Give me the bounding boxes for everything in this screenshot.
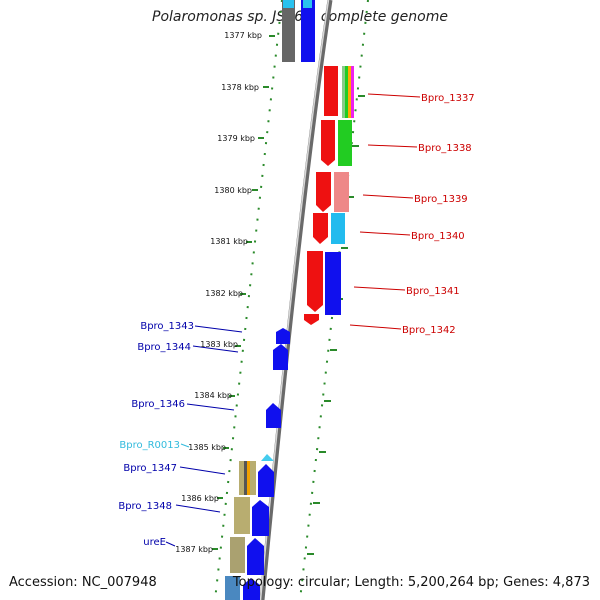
- gene-bpro-1344[interactable]: [273, 344, 288, 370]
- gene-bpro-1346[interactable]: [266, 403, 281, 428]
- gene-bpro-1338[interactable]: [321, 120, 352, 166]
- gene-label-bpro-1348[interactable]: Bpro_1348: [118, 501, 172, 512]
- gene-bpro-1347[interactable]: [239, 461, 274, 497]
- kbp-label: 1377 kbp: [224, 31, 262, 40]
- gene-label-bpro-1341[interactable]: Bpro_1341: [406, 286, 460, 297]
- left-label-lines: [165, 325, 243, 547]
- gene-top-blue[interactable]: [301, 0, 315, 62]
- right-gene-labels: Bpro_1337 Bpro_1338 Bpro_1339 Bpro_1340 …: [402, 93, 475, 336]
- map-title: Polaromonas sp. JS666, complete genome: [152, 9, 448, 25]
- kbp-label: 1384 kbp: [194, 391, 232, 400]
- gene-label-bpro-1344[interactable]: Bpro_1344: [137, 342, 191, 353]
- gene-label-bpro-1340[interactable]: Bpro_1340: [411, 231, 465, 242]
- right-label-lines: [349, 93, 421, 330]
- kbp-labels: 1377 kbp 1378 kbp 1379 kbp 1380 kbp 1381…: [175, 31, 262, 554]
- kbp-label: 1386 kbp: [181, 494, 219, 503]
- kbp-label: 1385 kbp: [188, 443, 226, 452]
- gene-top-grey[interactable]: [282, 0, 295, 62]
- gene-bpro-1340[interactable]: [313, 213, 345, 244]
- kbp-label: 1378 kbp: [221, 83, 259, 92]
- left-gene-labels: Bpro_1343 Bpro_1344 Bpro_1346 Bpro_R0013…: [118, 321, 194, 548]
- gene-bpro-1348[interactable]: [234, 497, 269, 536]
- gene-label-bpro-1346[interactable]: Bpro_1346: [131, 399, 185, 410]
- kbp-label: 1382 kbp: [205, 289, 243, 298]
- kbp-label: 1383 kbp: [200, 340, 238, 349]
- gene-bpro-r0013[interactable]: [261, 454, 274, 461]
- gene-bpro-1341[interactable]: [307, 251, 341, 315]
- kbp-label: 1379 kbp: [217, 134, 255, 143]
- gene-ure-e[interactable]: [230, 537, 264, 575]
- gene-label-bpro-1337[interactable]: Bpro_1337: [421, 93, 475, 104]
- kbp-label: 1380 kbp: [214, 186, 252, 195]
- gene-bottom[interactable]: [225, 576, 260, 600]
- gene-label-ure-e[interactable]: ureE: [143, 537, 166, 548]
- gene-label-bpro-r0013[interactable]: Bpro_R0013: [119, 440, 180, 451]
- gene-label-bpro-1347[interactable]: Bpro_1347: [123, 463, 177, 474]
- outer-dotted-ring: [214, 0, 369, 600]
- gene-bpro-1339[interactable]: [316, 172, 349, 212]
- rna-label-line: [180, 443, 190, 448]
- gene-label-bpro-1343[interactable]: Bpro_1343: [140, 321, 194, 332]
- gene-label-bpro-1339[interactable]: Bpro_1339: [414, 194, 468, 205]
- genome-summary: Topology: circular; Length: 5,200,264 bp…: [232, 575, 590, 590]
- kbp-label: 1387 kbp: [175, 545, 213, 554]
- gene-bpro-1343[interactable]: [276, 328, 290, 344]
- gene-bpro-1337[interactable]: [324, 66, 354, 118]
- accession-text: Accession: NC_007948: [9, 575, 157, 590]
- gene-label-bpro-1342[interactable]: Bpro_1342: [402, 325, 456, 336]
- gene-label-bpro-1338[interactable]: Bpro_1338: [418, 143, 472, 154]
- kbp-label: 1381 kbp: [210, 237, 248, 246]
- gene-bpro-1342[interactable]: [304, 314, 319, 325]
